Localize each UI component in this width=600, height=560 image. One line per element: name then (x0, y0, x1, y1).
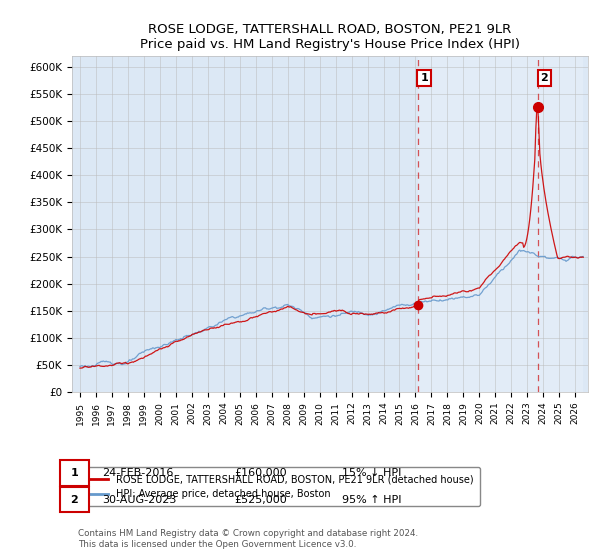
Text: 1: 1 (71, 468, 78, 478)
Title: ROSE LODGE, TATTERSHALL ROAD, BOSTON, PE21 9LR
Price paid vs. HM Land Registry's: ROSE LODGE, TATTERSHALL ROAD, BOSTON, PE… (140, 22, 520, 50)
Text: 2: 2 (71, 494, 78, 505)
Text: 1: 1 (420, 73, 428, 83)
Text: Contains HM Land Registry data © Crown copyright and database right 2024.
This d: Contains HM Land Registry data © Crown c… (78, 529, 418, 549)
Legend: ROSE LODGE, TATTERSHALL ROAD, BOSTON, PE21 9LR (detached house), HPI: Average pr: ROSE LODGE, TATTERSHALL ROAD, BOSTON, PE… (77, 468, 480, 506)
Text: £160,000: £160,000 (234, 468, 287, 478)
Text: 24-FEB-2016: 24-FEB-2016 (102, 468, 173, 478)
Text: 2: 2 (541, 73, 548, 83)
Text: 30-AUG-2023: 30-AUG-2023 (102, 494, 176, 505)
Text: 15% ↓ HPI: 15% ↓ HPI (342, 468, 401, 478)
Text: £525,000: £525,000 (234, 494, 287, 505)
Bar (418, 56, 583, 392)
Text: 95% ↑ HPI: 95% ↑ HPI (342, 494, 401, 505)
